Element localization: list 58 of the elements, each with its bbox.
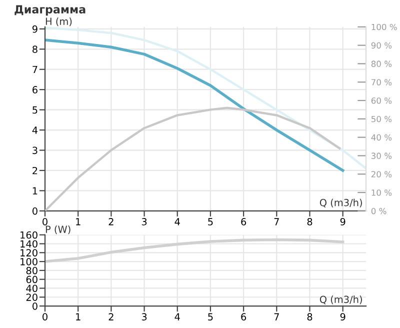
y-tick-label: 0 <box>32 207 38 215</box>
y-tick-label: 80 <box>26 266 38 274</box>
x-tick-label: 5 <box>208 218 213 226</box>
y2-tick-label: 0 % <box>371 208 386 214</box>
x-tick-label: 2 <box>108 313 114 320</box>
y-tick-label: 6 <box>32 86 38 94</box>
y-axis-title: P (W) <box>46 225 70 234</box>
x-axis-title: Q (m3/h) <box>320 296 362 304</box>
y-tick-label: 100 <box>20 258 38 266</box>
y2-tick-label: 70 % <box>372 79 392 86</box>
y-tick-label: 0 <box>32 302 38 310</box>
y2-tick-label: 80 % <box>371 60 392 67</box>
line-series <box>45 26 366 170</box>
x-tick-label: 7 <box>274 313 279 320</box>
x-tick-label: 8 <box>307 218 312 226</box>
x-tick-label: 3 <box>142 218 147 226</box>
y2-tick-label: 10 % <box>372 189 392 196</box>
y2-tick-label: 30 % <box>371 152 392 159</box>
y-tick-label: 3 <box>32 146 38 154</box>
x-tick-label: 1 <box>76 218 80 226</box>
x-tick-label: 8 <box>307 313 312 320</box>
y-tick-label: 7 <box>32 66 38 74</box>
x-tick-label: 4 <box>174 313 180 320</box>
x-tick-label: 9 <box>340 218 346 226</box>
y-tick-label: 20 <box>26 294 38 301</box>
y2-tick-label: 50 % <box>372 116 392 122</box>
y-tick-label: 4 <box>32 126 38 134</box>
y2-tick-label: 90 % <box>371 42 392 49</box>
y-tick-label: 40 <box>26 284 38 292</box>
y2-tick-label: 20 % <box>371 171 392 178</box>
x-tick-label: 2 <box>108 218 114 226</box>
x-tick-label: 3 <box>142 313 147 320</box>
y2-tick-label: 100 % <box>372 24 397 30</box>
x-tick-label: 6 <box>241 218 246 226</box>
x-tick-label: 9 <box>340 313 346 320</box>
y-tick-label: 8 <box>32 46 38 53</box>
chart-title: Диаграмма <box>14 5 86 16</box>
y-tick-label: 2 <box>32 166 38 174</box>
y-tick-label: 60 <box>26 276 38 284</box>
x-tick-label: 7 <box>274 218 279 226</box>
y-tick-label: 120 <box>20 249 38 256</box>
x-tick-label: 1 <box>76 313 80 320</box>
y-axis-title: H (m) <box>46 17 72 26</box>
y-tick-label: 5 <box>32 106 38 114</box>
y2-tick-label: 40 % <box>371 134 392 141</box>
x-tick-label: 5 <box>208 313 213 320</box>
x-tick-label: 4 <box>174 218 180 226</box>
y-tick-label: 160 <box>20 231 38 239</box>
y-tick-label: 9 <box>32 25 38 33</box>
y2-tick-label: 60 % <box>371 97 392 104</box>
y-tick-label: 1 <box>32 187 38 194</box>
x-axis-title: Q (m3/h) <box>320 198 362 208</box>
x-tick-label: 0 <box>42 218 48 226</box>
x-tick-label: 6 <box>241 313 246 320</box>
line-series <box>45 38 344 172</box>
line-series <box>45 238 344 263</box>
x-tick-label: 0 <box>42 313 48 320</box>
y-tick-label: 140 <box>20 240 38 248</box>
